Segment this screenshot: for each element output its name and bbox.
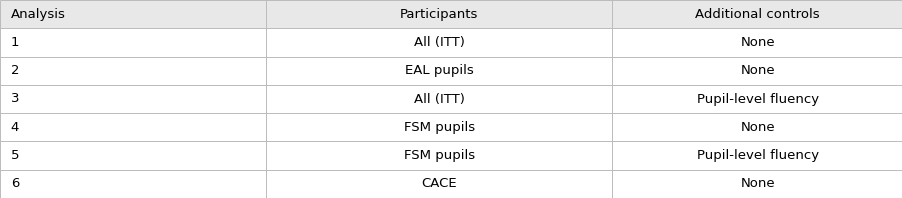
Text: All (ITT): All (ITT) [413, 36, 465, 49]
Bar [0, 57, 902, 85]
Bar [0, 113, 902, 141]
Text: None: None [740, 121, 774, 134]
Text: Analysis: Analysis [11, 8, 66, 21]
Text: FSM pupils: FSM pupils [403, 121, 474, 134]
Text: None: None [740, 64, 774, 77]
Text: CACE: CACE [421, 177, 456, 190]
Text: Additional controls: Additional controls [695, 8, 819, 21]
Text: None: None [740, 177, 774, 190]
Text: FSM pupils: FSM pupils [403, 149, 474, 162]
Bar [0, 170, 902, 198]
Text: None: None [740, 36, 774, 49]
Text: Participants: Participants [400, 8, 478, 21]
Text: All (ITT): All (ITT) [413, 92, 465, 106]
Text: 2: 2 [11, 64, 19, 77]
Text: 1: 1 [11, 36, 19, 49]
Text: EAL pupils: EAL pupils [404, 64, 474, 77]
Bar [0, 141, 902, 170]
Text: Pupil-level fluency: Pupil-level fluency [695, 92, 818, 106]
Text: 3: 3 [11, 92, 19, 106]
Bar [0, 28, 902, 57]
Text: 4: 4 [11, 121, 19, 134]
Text: 5: 5 [11, 149, 19, 162]
Text: Pupil-level fluency: Pupil-level fluency [695, 149, 818, 162]
Text: 6: 6 [11, 177, 19, 190]
Bar [0, 0, 902, 28]
Bar [0, 85, 902, 113]
